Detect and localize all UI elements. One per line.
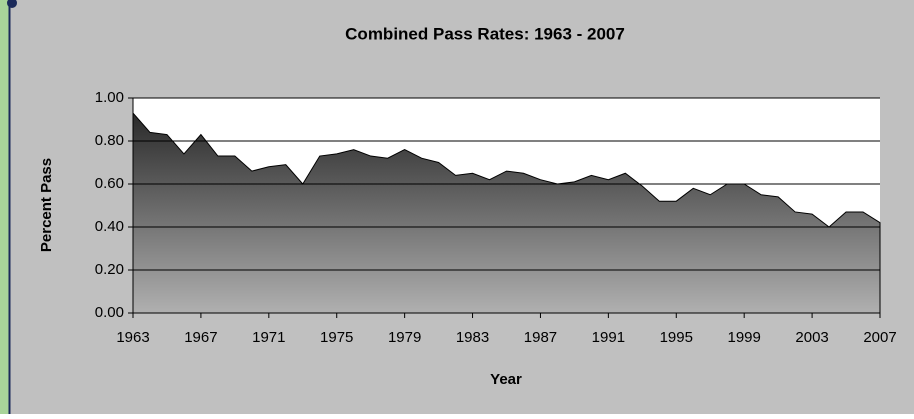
x-tick-label: 1991 bbox=[592, 329, 625, 346]
x-tick-label: 1999 bbox=[727, 329, 760, 346]
x-tick-label: 1983 bbox=[456, 329, 489, 346]
x-tick-label: 1975 bbox=[320, 329, 353, 346]
x-tick-label: 1987 bbox=[524, 329, 557, 346]
y-tick-label: 0.80 bbox=[95, 132, 124, 149]
corner-dot bbox=[7, 0, 17, 8]
x-tick-label: 2003 bbox=[795, 329, 828, 346]
chart-title: Combined Pass Rates: 1963 - 2007 bbox=[345, 24, 625, 43]
x-tick-label: 1963 bbox=[116, 329, 149, 346]
x-tick-label: 2007 bbox=[863, 329, 896, 346]
x-tick-label: 1967 bbox=[184, 329, 217, 346]
y-tick-label: 1.00 bbox=[95, 89, 124, 106]
y-axis-label: Percent Pass bbox=[38, 158, 55, 252]
y-tick-label: 0.00 bbox=[95, 304, 124, 321]
area bbox=[132, 111, 881, 314]
x-tick-label: 1971 bbox=[252, 329, 285, 346]
y-tick-label: 0.20 bbox=[95, 261, 124, 278]
x-tick-label: 1979 bbox=[388, 329, 421, 346]
side-strip bbox=[0, 0, 9, 414]
x-tick-label: 1995 bbox=[660, 329, 693, 346]
y-tick-label: 0.40 bbox=[95, 218, 124, 235]
x-axis-label: Year bbox=[490, 371, 522, 388]
y-tick-label: 0.60 bbox=[95, 175, 124, 192]
